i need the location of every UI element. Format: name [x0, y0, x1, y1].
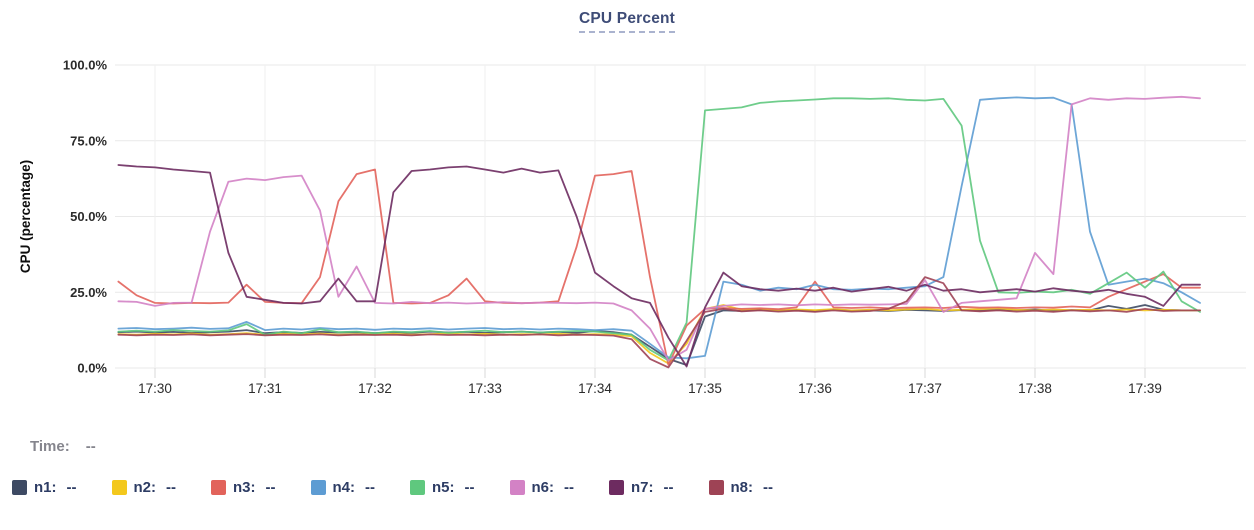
chart-title[interactable]: CPU Percent	[578, 10, 676, 33]
series-line-n4	[117, 96, 1201, 360]
legend-swatch-n7	[609, 480, 624, 495]
legend-item-n4[interactable]: n4: --	[310, 479, 375, 496]
y-tick-label: 75.0%	[70, 133, 107, 148]
y-axis-title: CPU (percentage)	[18, 160, 33, 273]
legend-value-n2: --	[166, 479, 176, 496]
y-tick-label: 100.0%	[63, 58, 108, 73]
x-tick-label: 17:36	[798, 381, 832, 396]
x-tick-label: 17:32	[358, 381, 392, 396]
legend-item-n3[interactable]: n3: --	[211, 479, 276, 496]
legend-label-n6: n6:	[531, 479, 555, 496]
legend-label-n1: n1:	[34, 479, 57, 496]
legend-label-n8: n8:	[730, 479, 754, 496]
legend-item-n5[interactable]: n5: --	[410, 479, 475, 496]
legend-item-n8[interactable]: n8: --	[708, 479, 773, 496]
legend-value-n8: --	[763, 479, 773, 496]
legend-value-n5: --	[464, 479, 475, 496]
legend-value-n3: --	[265, 479, 276, 496]
legend-swatch-n6	[509, 480, 525, 495]
legend-value-n6: --	[564, 479, 574, 496]
legend-value-n4: --	[365, 479, 375, 496]
legend-swatch-n2	[111, 480, 127, 495]
x-tick-label: 17:37	[908, 381, 942, 396]
series-line-n7	[117, 164, 1201, 368]
chart-legend: n1: -- n2: -- n3: -- n4: -- n5: -- n6: -…	[12, 479, 773, 496]
legend-item-n2[interactable]: n2: --	[111, 479, 176, 496]
time-readout: Time: --	[30, 438, 96, 455]
series-line-n8	[117, 276, 1201, 369]
time-label: Time:	[30, 438, 70, 455]
y-tick-label: 25.0%	[70, 285, 107, 300]
legend-label-n4: n4:	[332, 479, 356, 496]
legend-label-n5: n5:	[432, 479, 455, 496]
x-tick-label: 17:39	[1128, 381, 1162, 396]
x-tick-label: 17:31	[248, 381, 282, 396]
legend-label-n2: n2:	[133, 479, 157, 496]
legend-swatch-n8	[708, 480, 724, 495]
cpu-percent-chart: 100.0% 75.0% 50.0% 25.0% 0.0% 17:30 17:31 17:32…	[18, 58, 1246, 396]
legend-swatch-n5	[410, 480, 425, 495]
x-tick-label: 17:35	[688, 381, 722, 396]
y-tick-label: 50.0%	[70, 209, 107, 224]
chart-plot-area[interactable]	[115, 65, 1246, 368]
time-value: --	[85, 438, 96, 455]
chart-header: CPU Percent	[0, 10, 1254, 33]
legend-swatch-n1	[12, 480, 27, 495]
x-tick-label: 17:33	[468, 381, 502, 396]
legend-label-n3: n3:	[233, 479, 256, 496]
legend-label-n7: n7:	[631, 479, 654, 496]
y-tick-label: 0.0%	[77, 361, 107, 376]
legend-swatch-n3	[211, 480, 226, 495]
legend-item-n6[interactable]: n6: --	[509, 479, 574, 496]
x-tick-label: 17:34	[578, 381, 612, 396]
legend-item-n7[interactable]: n7: --	[609, 479, 674, 496]
series-line-n6	[117, 95, 1201, 362]
x-tick-label: 17:38	[1018, 381, 1052, 396]
x-tick-label: 17:30	[138, 381, 172, 396]
legend-item-n1[interactable]: n1: --	[12, 479, 77, 496]
legend-value-n1: --	[66, 479, 77, 496]
legend-value-n7: --	[663, 479, 674, 496]
legend-swatch-n4	[310, 480, 326, 495]
